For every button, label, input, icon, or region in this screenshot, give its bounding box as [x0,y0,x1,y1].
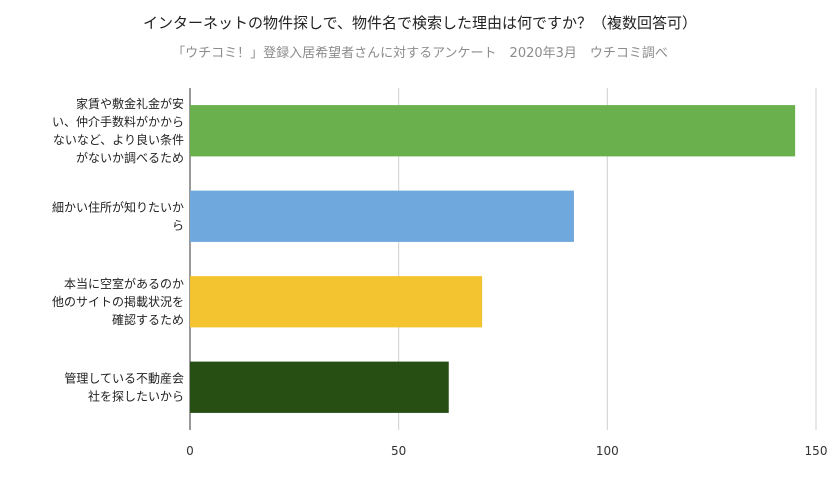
category-label: 本当に空室があるのか [64,276,184,291]
bar [190,105,796,157]
x-tick-label: 100 [596,444,619,458]
x-tick-label: 50 [391,444,406,458]
category-label: 家賃や敷金礼金が安 [76,96,184,111]
category-labels: 家賃や敷金礼金が安い、仲介手数料がかからないなど、より良い条件がないか調べるため… [52,96,184,404]
chart-subtitle: 「ウチコミ！」登録入居希望者さんに対するアンケート 2020年3月 ウチコミ調べ [172,46,668,61]
category-label: 確認するため [112,312,184,327]
category-label: 社を探したいから [88,388,184,403]
category-label: 他のサイトの掲載状況を [52,294,184,309]
category-label: ないなど、より良い条件 [53,132,184,147]
bar [190,276,483,328]
category-label: 細かい住所が知りたいか [52,199,184,214]
x-tick-label: 0 [186,444,194,458]
category-label: 管理している不動産会 [64,370,184,385]
x-tick-label: 150 [805,444,828,458]
category-label: い、仲介手数料がかから [52,114,184,129]
category-label: がないか調べるため [76,150,184,165]
bar [190,361,449,413]
category-label: ら [172,218,184,232]
x-tick-labels: 0 50 100 150 [186,444,827,458]
chart-title: インターネットの物件探しで、物件名で検索した理由は何ですか？（複数回答可） [143,14,697,32]
bars [190,105,796,413]
bar [190,190,574,242]
